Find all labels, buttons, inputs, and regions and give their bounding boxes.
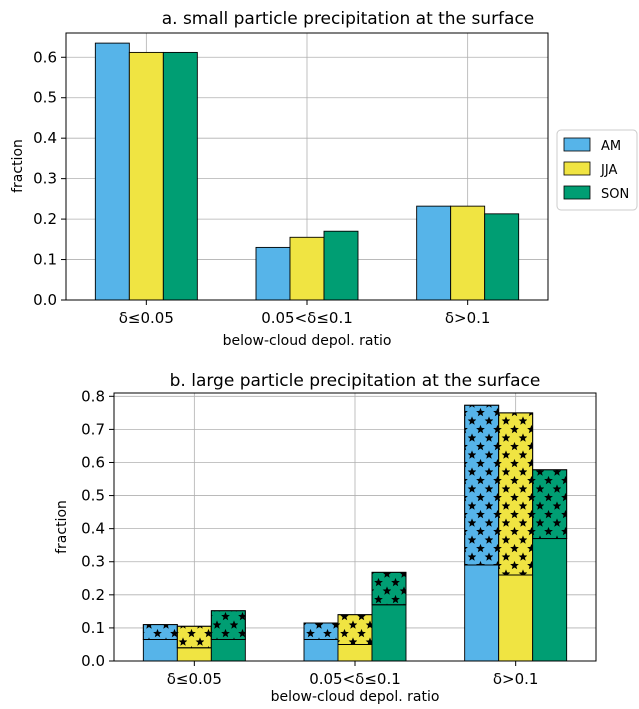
- chart-a: a. small particle precipitation at the s…: [10, 9, 549, 349]
- chart-b-ylabel: fraction: [54, 500, 70, 554]
- b-y-tick-label: 0.5: [81, 487, 105, 505]
- bar-b-son-base: [371, 604, 407, 662]
- a-y-tick-label: 0.3: [33, 170, 57, 188]
- legend-label-am: AM: [601, 139, 621, 154]
- chart-b-title: b. large particle precipitation at the s…: [170, 371, 541, 391]
- bar-b-am-star-hatch: [464, 404, 500, 566]
- legend-swatch-son: [563, 185, 591, 200]
- chart-a-title: a. small particle precipitation at the s…: [162, 9, 535, 29]
- a-y-tick-label: 0.5: [33, 89, 57, 107]
- chart-b-bars: [142, 404, 568, 662]
- bar-b-jja-star-hatch: [176, 625, 212, 649]
- bar-b-am-star-hatch: [303, 622, 339, 640]
- chart-b-x-ticks: δ≤0.05 0.05<δ≤0.1 δ>0.1: [167, 661, 539, 688]
- a-x-tick-label: δ>0.1: [445, 309, 491, 327]
- legend-label-jja: JJA: [600, 163, 617, 178]
- bar-b-son-star-hatch: [210, 610, 246, 640]
- bar-a-am: [416, 205, 452, 301]
- bar-a-son: [323, 230, 359, 301]
- b-y-tick-label: 0.0: [81, 652, 105, 670]
- bar-b-am-base: [142, 639, 178, 662]
- a-x-tick-label: δ≤0.05: [119, 309, 174, 327]
- bar-a-jja: [289, 236, 325, 301]
- a-x-tick-label: 0.05<δ≤0.1: [261, 309, 353, 327]
- b-y-tick-label: 0.4: [81, 520, 105, 538]
- bar-a-am: [94, 42, 130, 301]
- a-y-tick-label: 0.2: [33, 210, 57, 228]
- bar-b-son-star-hatch: [371, 571, 407, 606]
- bar-a-am: [255, 246, 291, 301]
- legend-swatch-am: [563, 137, 591, 152]
- bar-a-son: [484, 213, 520, 301]
- b-y-tick-label: 0.8: [81, 387, 105, 405]
- bar-b-son-base: [210, 639, 246, 662]
- chart-b: b. large particle precipitation at the s…: [54, 371, 597, 705]
- b-x-tick-label: δ>0.1: [493, 670, 539, 688]
- b-x-tick-label: δ≤0.05: [167, 670, 222, 688]
- chart-a-x-ticks: δ≤0.05 0.05<δ≤0.1 δ>0.1: [119, 300, 491, 327]
- chart-a-xlabel: below-cloud depol. ratio: [223, 333, 392, 349]
- b-y-tick-label: 0.3: [81, 553, 105, 571]
- chart-b-xlabel: below-cloud depol. ratio: [271, 689, 440, 705]
- b-y-tick-label: 0.7: [81, 420, 105, 438]
- b-y-tick-label: 0.2: [81, 586, 105, 604]
- a-y-tick-label: 0.1: [33, 251, 57, 269]
- bar-a-son: [162, 51, 198, 301]
- a-y-tick-label: 0.4: [33, 129, 57, 147]
- legend-swatch-jja: [563, 161, 591, 176]
- bar-b-am-base: [464, 564, 500, 662]
- bar-b-jja-star-hatch: [337, 614, 373, 645]
- a-y-tick-label: 0.0: [33, 291, 57, 309]
- bar-b-jja-star-hatch: [498, 412, 534, 576]
- a-y-tick-label: 0.6: [33, 48, 57, 66]
- bar-b-jja-base: [176, 647, 212, 662]
- bar-b-son-base: [532, 538, 568, 662]
- b-x-tick-label: 0.05<δ≤0.1: [309, 670, 401, 688]
- chart-a-ylabel: fraction: [10, 139, 26, 193]
- legend: AM JJA SON: [556, 129, 638, 211]
- chart-a-y-ticks: 0.0 0.1 0.2 0.3 0.4 0.5 0.6: [33, 48, 66, 309]
- bar-b-jja-base: [337, 644, 373, 662]
- bar-b-am-base: [303, 639, 339, 662]
- bar-a-jja: [450, 205, 486, 301]
- bar-b-son-star-hatch: [532, 469, 568, 540]
- b-y-tick-label: 0.1: [81, 619, 105, 637]
- legend-label-son: SON: [601, 187, 629, 202]
- b-y-tick-label: 0.6: [81, 453, 105, 471]
- bar-b-jja-base: [498, 574, 534, 662]
- bar-a-jja: [128, 51, 164, 301]
- chart-b-y-ticks: 0.0 0.1 0.2 0.3 0.4 0.5 0.6 0.7 0.8: [81, 387, 114, 670]
- bar-b-am-star-hatch: [142, 624, 178, 640]
